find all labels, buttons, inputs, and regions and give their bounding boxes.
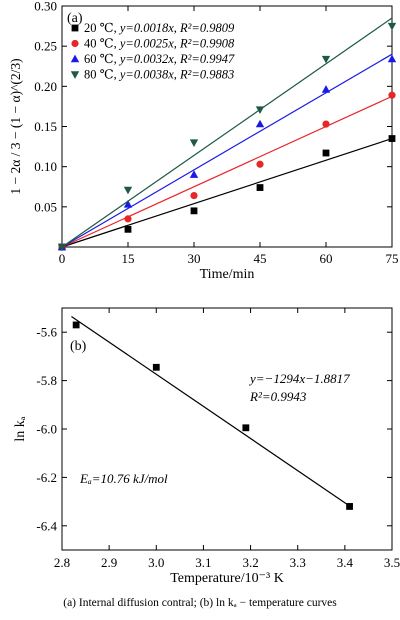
data-point [123, 186, 133, 195]
data-point [387, 22, 397, 31]
chart-b: 2.8 2.9 3.0 3.1 3.2 3.3 3.4 3.5 -6.4 -6.2 -6.0 -5.8… [13, 307, 400, 586]
x-tick-label: 3.1 [195, 555, 211, 570]
fit-line [71, 315, 350, 507]
y-tick-label: 0.10 [34, 159, 57, 174]
data-point [124, 215, 132, 223]
fit-line-2 [61, 53, 393, 248]
x-tick-label: 2.9 [101, 555, 117, 570]
data-point [322, 120, 330, 128]
x-tick-label: 3.0 [148, 555, 164, 570]
x-tick-label: 15 [122, 251, 135, 266]
x-tick-label: 3.5 [384, 555, 400, 570]
activation-energy: Eₐ=10.76 kJ/mol [79, 471, 168, 486]
y-tick-label: 0.20 [34, 79, 57, 94]
legend-entry: 60 ℃, y=0.0032x, R²=0.9947 [84, 52, 235, 66]
data-point [322, 149, 330, 157]
y-tick-label: 0.15 [34, 119, 57, 134]
y-tick-label: -6.4 [36, 518, 57, 533]
data-point [255, 106, 265, 115]
y-tick-label: 0.25 [34, 39, 57, 54]
legend-entry: 80 ℃, y=0.0038x, R²=0.9883 [84, 68, 234, 82]
figure-caption: (a) Internal diffusion contral; (b) ln k… [63, 597, 337, 609]
data-point [388, 91, 396, 99]
fit-line-1 [61, 95, 393, 248]
fit-line-3 [61, 17, 393, 248]
legend-r2: R²=0.9947 [179, 52, 235, 66]
data-point [242, 424, 250, 432]
x-tick-label: 75 [386, 251, 399, 266]
data-point [190, 207, 198, 215]
legend-temp: 80 ℃, [84, 68, 120, 82]
legend-entry: 20 ℃, y=0.0018x, R²=0.9809 [84, 21, 235, 35]
y-axis-label: ln kₐ [13, 416, 28, 441]
fit-equation: y=−1294x−1.8817 [248, 371, 350, 386]
panel-label: (a) [67, 11, 83, 26]
legend-temp: 20 ℃, [84, 21, 120, 35]
data-point [72, 321, 80, 329]
legend-marker [71, 24, 79, 32]
data-point [321, 85, 331, 93]
legend-marker [71, 39, 79, 48]
legend-r2: R²=0.9908 [179, 37, 235, 51]
legend-fit: y=0.0025x, [118, 37, 180, 51]
x-axis-label: Temperature/10⁻³ K [170, 571, 284, 586]
x-tick-label: 30 [188, 251, 201, 266]
x-tick-label: 0 [59, 251, 66, 266]
x-tick-label: 3.2 [242, 555, 258, 570]
data-point [189, 170, 199, 178]
legend-r2: R²=0.9883 [179, 68, 234, 82]
r-squared: R²=0.9943 [249, 389, 307, 404]
x-tick-label: 3.4 [337, 555, 354, 570]
legend-fit: y=0.0032x, [118, 52, 180, 66]
y-tick-label: 0.05 [34, 199, 57, 214]
x-axis-label: Time/min [200, 267, 255, 282]
data-point [255, 119, 265, 128]
legend-marker [70, 71, 80, 79]
legend-r2: R²=0.9809 [179, 21, 235, 35]
legend-temp: 40 ℃, [84, 37, 120, 51]
fit-line-0 [61, 137, 393, 248]
y-tick-label: -5.6 [36, 325, 57, 340]
data-point [387, 54, 397, 63]
chart-a: 0 15 30 45 60 75 0.05 0.10 0.15 0.20 0.25 0.30 Time/… [8, 0, 399, 282]
y-tick-label: -6.2 [36, 470, 57, 485]
data-point [321, 55, 331, 64]
data-point [256, 184, 264, 191]
data-point [256, 160, 264, 168]
x-tick-label: 60 [320, 251, 333, 266]
data-point [123, 200, 133, 208]
legend-temp: 60 ℃, [84, 52, 120, 66]
panel-label: (b) [70, 339, 87, 354]
legend-marker [70, 54, 80, 63]
y-tick-label: -5.8 [36, 373, 57, 388]
x-tick-label: 45 [254, 251, 267, 266]
legend-fit: y=0.0038x, [118, 68, 180, 82]
data-point [124, 225, 132, 233]
data-point [189, 139, 199, 147]
data-point [152, 363, 160, 371]
data-point [57, 243, 67, 252]
data-point [388, 135, 396, 142]
y-tick-label: 0.30 [34, 0, 57, 14]
legend-fit: y=0.0018x, [118, 21, 180, 35]
data-point [346, 503, 353, 510]
legend-entry: 40 ℃, y=0.0025x, R²=0.9908 [84, 37, 235, 51]
y-tick-label: -6.0 [36, 422, 57, 437]
data-point [190, 191, 198, 200]
x-tick-label: 2.8 [54, 555, 70, 570]
y-axis-label: 1 − 2α / 3 − (1 − α)^(2/3) [8, 58, 23, 194]
x-tick-label: 3.3 [290, 555, 306, 570]
